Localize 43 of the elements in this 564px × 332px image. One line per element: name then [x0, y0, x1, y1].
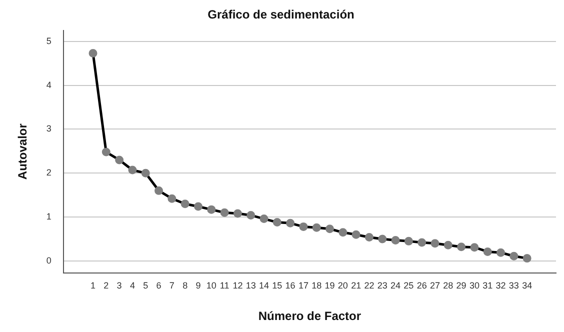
x-tick-label: 30 [469, 280, 480, 291]
x-tick-label: 29 [456, 280, 466, 291]
x-tick-label: 25 [404, 280, 414, 291]
x-tick-label: 10 [206, 280, 216, 291]
x-tick-label: 3 [116, 280, 122, 291]
x-tick-label: 15 [272, 280, 282, 291]
x-tick-label: 27 [430, 280, 440, 291]
x-tick-label: 16 [285, 280, 296, 291]
x-tick-label: 26 [416, 280, 427, 291]
x-tick-label: 18 [312, 280, 322, 291]
x-tick-label: 24 [390, 280, 401, 291]
x-tick-label: 6 [156, 280, 162, 291]
y-tick-label: 1 [46, 212, 52, 222]
x-tick-label: 21 [351, 280, 362, 291]
x-tick-label: 14 [258, 280, 269, 291]
x-tick-label: 32 [496, 280, 506, 291]
y-tick-label: 2 [46, 168, 52, 178]
x-tick-label: 5 [143, 280, 148, 291]
x-tick-label: 8 [182, 280, 188, 291]
y-tick-label: 0 [46, 255, 52, 266]
chart-title: Gráfico de sedimentación [208, 8, 354, 22]
x-tick-label: 19 [324, 280, 335, 291]
x-tick-label: 4 [130, 280, 135, 291]
x-tick-label: 1 [90, 280, 96, 291]
x-tick-label: 17 [298, 280, 308, 291]
x-tick-label: 20 [338, 280, 348, 291]
x-axis-title: Número de Factor [258, 309, 362, 324]
x-tick-label: 7 [169, 280, 174, 291]
x-tick-label: 28 [443, 280, 454, 291]
x-tick-label: 31 [482, 280, 493, 291]
x-tick-label: 23 [377, 280, 388, 291]
y-axis-title: Autovalor [16, 123, 30, 180]
x-tick-label: 33 [508, 280, 519, 291]
x-tick-label: 22 [364, 280, 374, 291]
y-tick-label: 5 [46, 36, 52, 46]
x-tick-label: 2 [104, 280, 109, 291]
x-tick-label: 13 [246, 280, 256, 291]
y-tick-label: 4 [46, 80, 52, 90]
x-tick-label: 9 [196, 280, 201, 291]
x-tick-label: 11 [220, 280, 230, 291]
x-tick-label: 34 [522, 280, 532, 291]
y-tick-label: 3 [46, 124, 52, 134]
x-tick-label: 12 [232, 280, 243, 291]
